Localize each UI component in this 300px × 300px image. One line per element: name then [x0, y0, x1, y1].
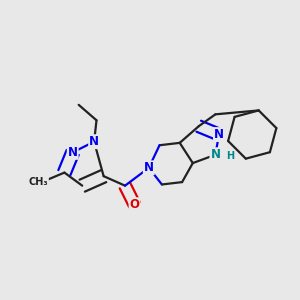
Text: N: N [68, 146, 78, 159]
Text: N: N [214, 128, 224, 141]
Text: CH₃: CH₃ [28, 177, 48, 187]
Text: N: N [210, 148, 220, 161]
Text: H: H [226, 151, 234, 161]
Text: O: O [130, 198, 140, 211]
Text: N: N [89, 135, 99, 148]
Text: N: N [144, 161, 154, 174]
